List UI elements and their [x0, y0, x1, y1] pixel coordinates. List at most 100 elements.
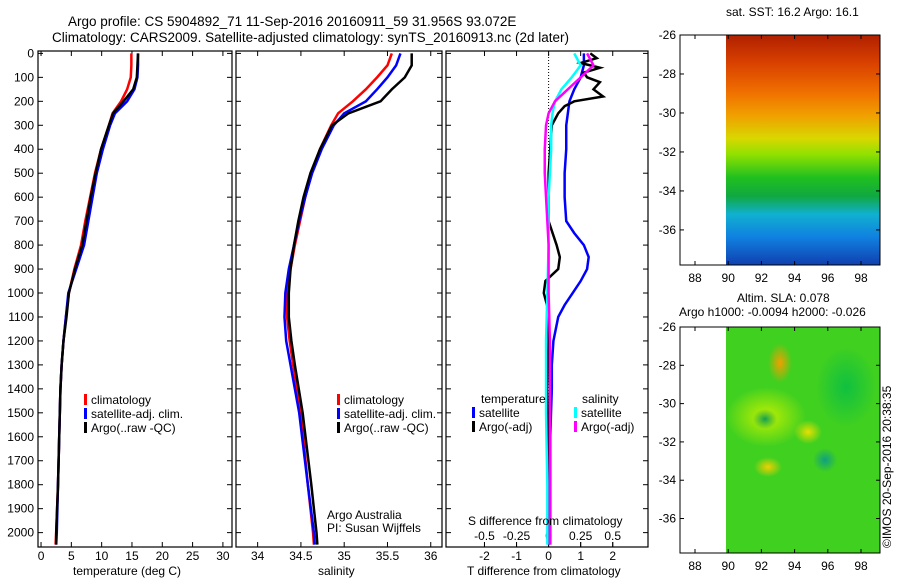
lon-tick-label: 92: [755, 271, 769, 285]
legend-climatology: climatology: [84, 393, 151, 407]
plot-frame: [37, 50, 233, 548]
s-tick-label: -0.5: [474, 529, 495, 543]
lon-tick-label: 96: [821, 271, 835, 285]
legend-argo: Argo(..raw -QC): [337, 421, 429, 435]
series-line-argo-raw-qc-: [287, 53, 413, 545]
legend-label: Argo(-adj): [479, 420, 533, 434]
y-tick-label: 1000: [7, 286, 34, 300]
lat-tick-label: -26: [659, 320, 677, 334]
temperature-axis-label: temperature (deg C): [73, 564, 182, 578]
lon-tick-label: 96: [821, 559, 835, 573]
plot-frame: [235, 50, 443, 548]
x-tick-label: 15: [125, 549, 139, 563]
lon-tick-label: 98: [854, 271, 868, 285]
y-tick-label: 1600: [7, 430, 34, 444]
legend-satellite: satellite-adj. clim.: [337, 407, 436, 421]
s-tick-label: -0.25: [503, 529, 531, 543]
series-line-s-satellite: [544, 52, 583, 545]
y-tick-label: 900: [14, 262, 34, 276]
legend-satellite: satellite-adj. clim.: [84, 407, 183, 421]
x-tick-label: 36: [424, 549, 438, 563]
x-tick-label: 2: [609, 549, 616, 563]
series-line-satellite-adj-clim-: [54, 53, 140, 545]
legend-label: satellite: [479, 406, 520, 420]
y-tick-label: 1300: [7, 358, 34, 372]
t-diff-axis-label: T difference from climatology: [467, 564, 621, 578]
y-tick-label: 300: [14, 118, 34, 132]
y-tick-label: 1500: [7, 406, 34, 420]
lat-tick-label: -28: [659, 67, 677, 81]
legend-title-temperature: temperature: [481, 392, 546, 406]
legend-s-satellite: satellite: [574, 406, 622, 420]
lat-tick-label: -34: [659, 184, 677, 198]
y-tick-label: 0: [27, 46, 34, 60]
lat-tick-label: -36: [659, 223, 677, 237]
lat-tick-label: -30: [659, 397, 677, 411]
y-tick-label: 1900: [7, 502, 34, 516]
x-tick-label: 25: [186, 549, 200, 563]
y-tick-label: 400: [14, 142, 34, 156]
legend-t-satellite: satellite: [472, 406, 520, 420]
series-line-satellite-adj-clim-: [283, 52, 402, 545]
lat-tick-label: -34: [659, 473, 677, 487]
y-tick-label: 200: [14, 94, 34, 108]
x-tick-label: 35: [338, 549, 352, 563]
y-tick-label: 1700: [7, 454, 34, 468]
legend-label: satellite-adj. clim.: [344, 407, 437, 421]
series-line-t-argo-adj-: [542, 52, 607, 545]
legend-label: climatology: [91, 393, 152, 407]
s-tick-label: 0.5: [604, 529, 621, 543]
plot-frame: [445, 50, 649, 548]
legend-climatology: climatology: [337, 393, 404, 407]
salinity-axis-label: salinity: [318, 564, 355, 578]
legend-label: Argo(-adj): [581, 420, 635, 434]
lat-tick-label: -26: [659, 28, 677, 42]
lon-tick-label: 98: [854, 559, 868, 573]
x-tick-label: 30: [216, 549, 230, 563]
lon-tick-label: 90: [722, 271, 736, 285]
imos-credit: ©IMOS 20-Sep-2016 20:38:35: [880, 385, 894, 548]
annotation-pi: PI: Susan Wijffels: [327, 521, 421, 535]
legend-label: satellite-adj. clim.: [91, 407, 184, 421]
series-line-climatology: [285, 52, 393, 545]
y-tick-label: 100: [14, 70, 34, 84]
y-tick-label: 1100: [8, 310, 34, 324]
legend-label: Argo(..raw -QC): [344, 421, 429, 435]
title-line-1: Argo profile: CS 5904892_71 11-Sep-2016 …: [68, 14, 517, 29]
series-line-s-argo-adj-: [543, 52, 596, 545]
lat-tick-label: -32: [659, 145, 677, 159]
x-tick-label: 1: [577, 549, 584, 563]
lat-tick-label: -32: [659, 435, 677, 449]
title-line-2: Climatology: CARS2009. Satellite-adjuste…: [52, 30, 570, 45]
s-tick-label: 0: [545, 529, 552, 543]
x-tick-label: 35.5: [376, 549, 400, 563]
legend-t-argo: Argo(-adj): [472, 420, 532, 434]
series-line-t-satellite: [548, 53, 590, 545]
sla-map-image: [726, 327, 880, 553]
sst-map-title: sat. SST: 16.2 Argo: 16.1: [726, 5, 859, 19]
lon-tick-label: 90: [722, 559, 736, 573]
lon-tick-label: 88: [688, 271, 702, 285]
x-tick-label: 0: [38, 549, 45, 563]
x-tick-label: 20: [156, 549, 170, 563]
legend-s-argo: Argo(-adj): [574, 420, 634, 434]
lat-tick-label: -28: [659, 358, 677, 372]
y-tick-label: 2000: [7, 526, 34, 540]
lat-tick-label: -30: [659, 106, 677, 120]
sst-map-image: [726, 35, 880, 265]
x-tick-label: 0: [545, 549, 552, 563]
series-line-argo-raw-qc-: [54, 53, 140, 545]
s-diff-axis-label: S difference from climatology: [468, 514, 623, 528]
y-tick-label: 600: [14, 190, 34, 204]
lon-tick-label: 94: [788, 559, 802, 573]
legend-label: Argo(..raw -QC): [91, 421, 176, 435]
series-line-climatology: [54, 53, 133, 545]
sla-map-title-1: Altim. SLA: 0.078: [737, 291, 830, 305]
x-tick-label: 34.5: [289, 549, 313, 563]
x-tick-label: 5: [68, 549, 75, 563]
s-tick-label: 0.25: [569, 529, 593, 543]
y-tick-label: 1800: [7, 478, 34, 492]
y-tick-label: 1400: [7, 382, 34, 396]
annotation-argo-australia: Argo Australia: [327, 508, 402, 522]
y-tick-label: 700: [14, 214, 34, 228]
